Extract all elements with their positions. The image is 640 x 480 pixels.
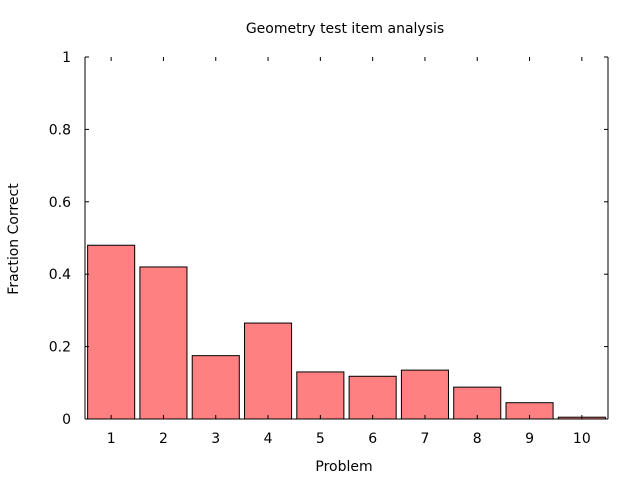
- bar-6: [348, 375, 397, 420]
- y-tick-label: 0.6: [49, 195, 71, 211]
- bar-4: [244, 322, 293, 420]
- bar-7: [400, 369, 449, 420]
- x-tick-label: 9: [525, 431, 534, 447]
- x-tick-label: 7: [420, 431, 429, 447]
- chart-title: Geometry test item analysis: [246, 21, 444, 37]
- y-tick-label: 0.8: [49, 122, 71, 138]
- x-tick-label: 10: [573, 431, 591, 447]
- bar-5: [296, 371, 345, 420]
- x-tick-label: 5: [316, 431, 325, 447]
- bar-3: [191, 355, 240, 420]
- bar-1: [87, 244, 136, 420]
- x-tick-label: 6: [368, 431, 377, 447]
- x-tick-label: 3: [211, 431, 220, 447]
- x-tick-label: 2: [159, 431, 168, 447]
- y-tick-label: 0.4: [49, 267, 71, 283]
- bar-8: [453, 386, 502, 420]
- y-tick-label: 0: [62, 412, 71, 428]
- bar-2: [139, 266, 188, 420]
- y-axis-label: Fraction Correct: [6, 183, 22, 295]
- x-ticks-group: 1 2 3 4 5 6 7 8 9 10: [107, 57, 591, 447]
- bars-group: [87, 244, 606, 420]
- axes-group: [84, 57, 609, 420]
- y-tick-label: 0.2: [49, 340, 71, 356]
- x-tick-label: 8: [473, 431, 482, 447]
- x-tick-label: 4: [264, 431, 273, 447]
- y-ticks-group: 0 0.2 0.4 0.6 0.8 1: [49, 50, 608, 428]
- y-tick-label: 1: [62, 50, 71, 66]
- x-axis-label: Problem: [315, 459, 372, 475]
- x-tick-label: 1: [107, 431, 116, 447]
